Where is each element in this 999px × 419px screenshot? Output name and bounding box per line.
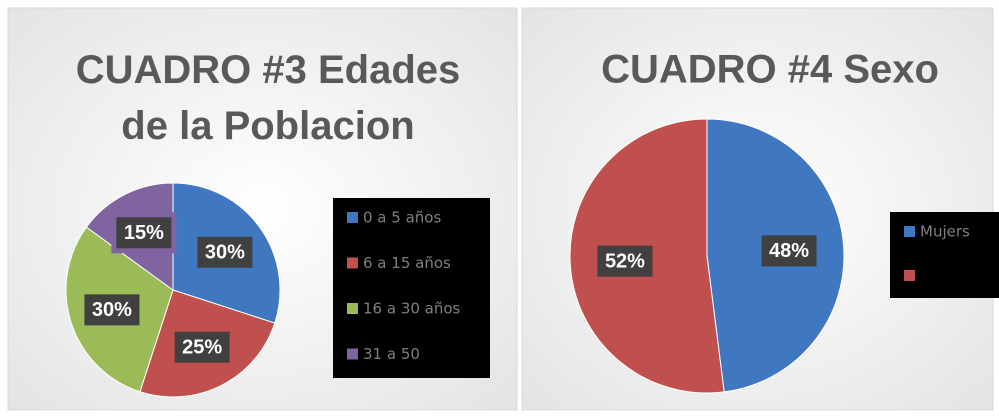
- legend-swatch: [904, 270, 915, 281]
- data-label-box: [192, 231, 258, 273]
- legend: [333, 198, 490, 378]
- data-label: 30%: [205, 242, 245, 264]
- data-label: 52%: [605, 250, 645, 272]
- data-label-box: [169, 326, 235, 368]
- legend-label: 6 a 15 años: [363, 254, 451, 272]
- data-label-box: [756, 230, 822, 272]
- data-label: 48%: [769, 240, 809, 262]
- chart-title: CUADRO #3 Edades de la Poblacion: [76, 48, 461, 148]
- legend-label: 31 a 50: [363, 345, 420, 363]
- data-label: 30%: [92, 299, 132, 321]
- legend-swatch: [347, 303, 358, 314]
- data-label: 25%: [182, 336, 222, 358]
- legend-swatch: [347, 257, 358, 269]
- legend-label: 16 a 30 años: [363, 300, 461, 318]
- chart-title: CUADRO #4 Sexo: [601, 48, 939, 92]
- data-label-box: [79, 289, 145, 331]
- data-label-box: [111, 212, 177, 254]
- legend-swatch: [904, 226, 915, 237]
- legend-label: Mujers: [920, 223, 970, 241]
- legend-swatch: [347, 212, 358, 223]
- legend-label: 0 a 5 años: [363, 209, 441, 227]
- data-label: 15%: [124, 222, 164, 244]
- data-label-box: [592, 240, 658, 282]
- legend-swatch: [347, 348, 358, 360]
